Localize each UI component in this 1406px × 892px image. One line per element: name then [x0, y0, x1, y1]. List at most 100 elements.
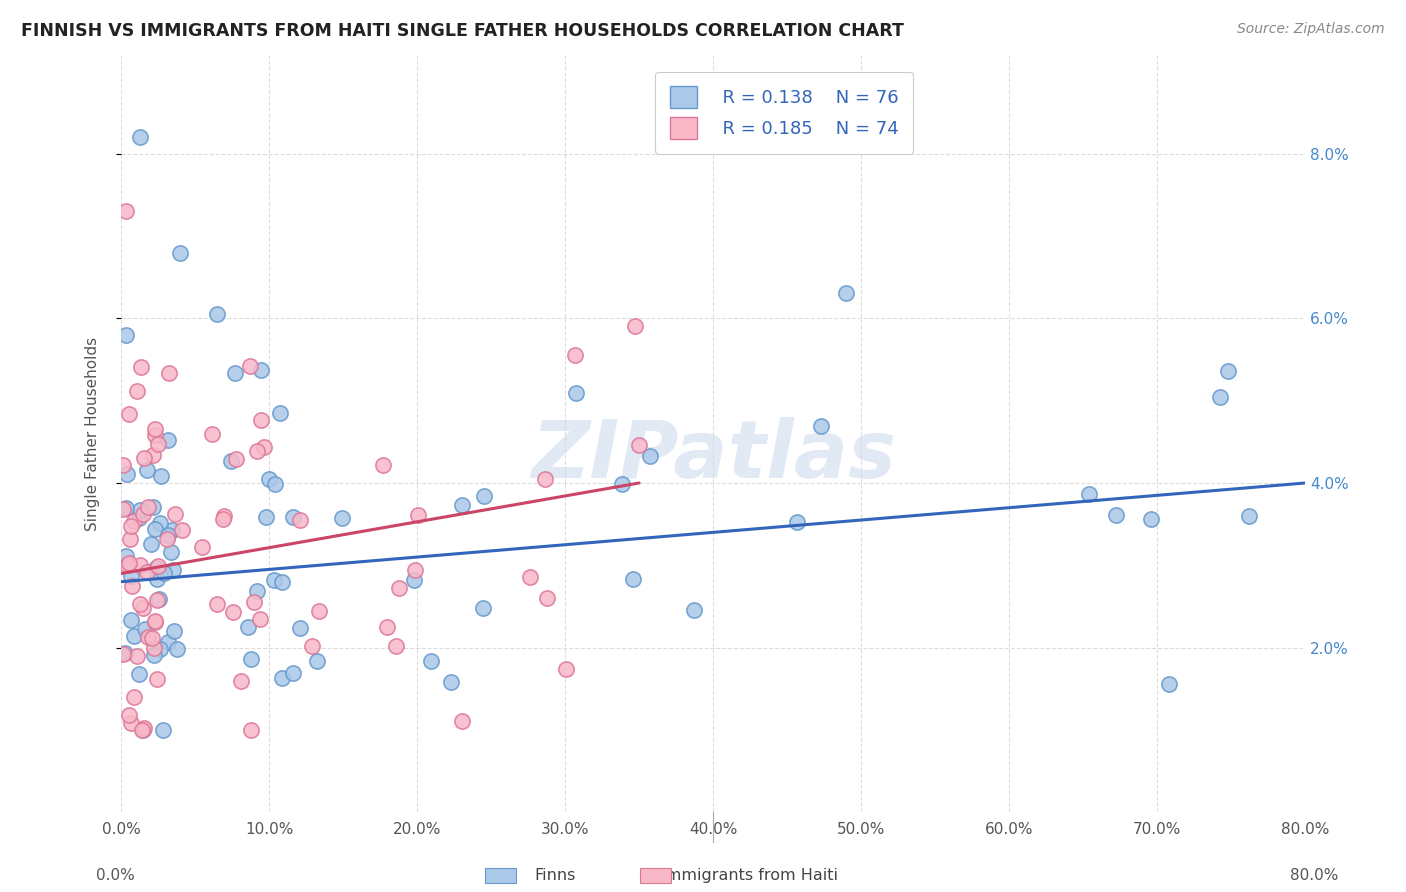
Point — [153, 566, 176, 580]
Point — [163, 624, 186, 638]
Text: FINNISH VS IMMIGRANTS FROM HAITI SINGLE FATHER HOUSEHOLDS CORRELATION CHART: FINNISH VS IMMIGRANTS FROM HAITI SINGLE … — [21, 22, 904, 40]
Point — [162, 523, 184, 537]
Point — [128, 130, 150, 145]
Point — [229, 673, 252, 688]
Point — [111, 502, 134, 516]
Point — [120, 716, 142, 731]
Point — [269, 406, 291, 420]
Point — [307, 654, 329, 668]
Point — [835, 285, 858, 300]
Point — [190, 541, 212, 555]
Point — [1105, 508, 1128, 522]
Point — [122, 514, 145, 528]
Point — [120, 518, 142, 533]
Point — [134, 622, 156, 636]
Point — [212, 508, 235, 523]
Point — [135, 565, 157, 579]
Point — [638, 449, 661, 463]
Point — [205, 597, 228, 611]
Point — [288, 621, 311, 635]
Point — [402, 574, 425, 588]
Point — [120, 613, 142, 627]
Point — [156, 533, 179, 547]
Point — [612, 477, 634, 491]
Point — [132, 721, 155, 735]
Point — [565, 385, 588, 400]
Point — [263, 477, 285, 491]
Point — [121, 579, 143, 593]
Point — [131, 360, 153, 375]
Point — [224, 366, 246, 380]
Point — [122, 629, 145, 643]
Point — [114, 646, 136, 660]
Text: 0.0%: 0.0% — [96, 869, 135, 883]
Point — [222, 606, 245, 620]
Point — [142, 500, 165, 514]
Point — [128, 511, 150, 525]
Point — [375, 620, 398, 634]
Point — [263, 573, 285, 587]
Point — [118, 707, 141, 722]
Point — [118, 532, 141, 546]
Point — [125, 648, 148, 663]
Point — [114, 328, 136, 343]
Point — [271, 575, 294, 590]
Point — [114, 501, 136, 516]
Point — [159, 544, 181, 558]
Point — [157, 635, 180, 649]
Point — [238, 620, 260, 634]
Point — [143, 648, 166, 662]
Point — [786, 516, 808, 530]
Point — [142, 640, 165, 655]
Point — [146, 559, 169, 574]
Point — [624, 318, 647, 333]
Point — [135, 463, 157, 477]
Point — [1078, 487, 1101, 501]
Point — [152, 723, 174, 737]
Point — [330, 510, 353, 524]
Point — [165, 507, 187, 521]
Point — [129, 597, 152, 611]
Point — [536, 591, 558, 606]
Point — [225, 452, 247, 467]
Point — [212, 511, 235, 525]
Point — [132, 601, 155, 615]
Text: 80.0%: 80.0% — [1291, 869, 1339, 883]
Point — [404, 563, 426, 577]
Point — [1237, 509, 1260, 524]
Point — [127, 384, 149, 398]
Point — [419, 654, 441, 668]
Point — [117, 558, 139, 572]
Point — [143, 428, 166, 442]
Point — [385, 639, 408, 653]
Point — [1216, 363, 1239, 377]
Point — [246, 444, 269, 458]
Point — [254, 510, 277, 524]
Point — [120, 569, 142, 583]
Point — [308, 604, 330, 618]
Point — [157, 366, 180, 380]
Point — [387, 581, 409, 595]
Text: Source: ZipAtlas.com: Source: ZipAtlas.com — [1237, 22, 1385, 37]
Point — [1139, 512, 1161, 526]
Point — [283, 665, 305, 680]
Point — [157, 528, 180, 542]
Point — [250, 413, 273, 427]
Text: ZIPatlas: ZIPatlas — [530, 417, 896, 495]
Point — [555, 662, 578, 676]
Point — [810, 419, 832, 434]
Point — [143, 615, 166, 629]
Point — [146, 592, 169, 607]
Point — [564, 348, 586, 362]
Point — [157, 433, 180, 447]
Y-axis label: Single Father Households: Single Father Households — [86, 336, 100, 531]
Point — [118, 557, 141, 571]
Point — [132, 723, 155, 737]
Point — [132, 508, 155, 522]
Point — [1209, 391, 1232, 405]
Point — [472, 600, 495, 615]
Point — [115, 204, 138, 219]
Point — [281, 509, 304, 524]
Point — [201, 426, 224, 441]
Point — [145, 672, 167, 686]
